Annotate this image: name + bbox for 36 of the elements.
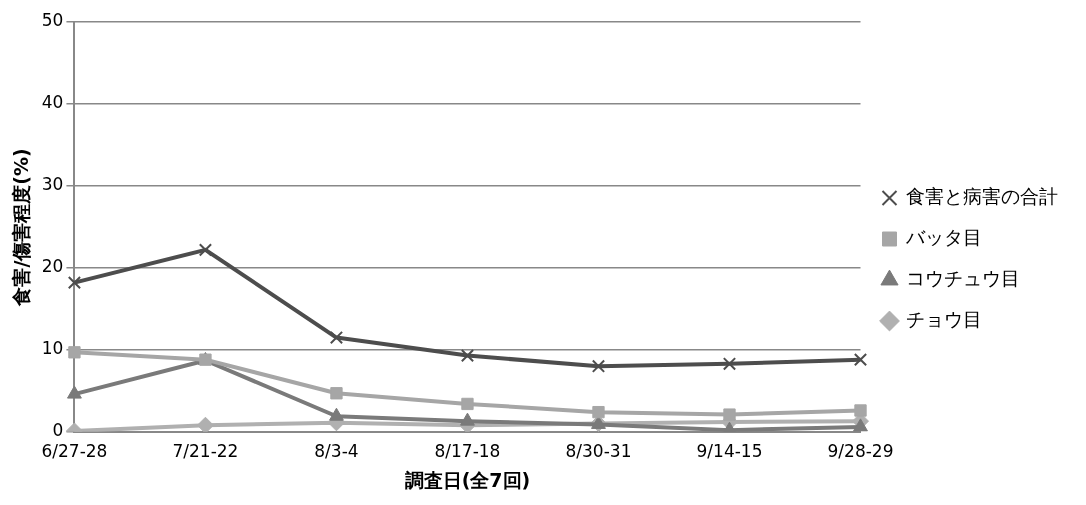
point	[330, 387, 343, 400]
x-axis-title: 調査日(全7回)	[404, 468, 531, 491]
point	[723, 408, 736, 421]
legend-label: 食害と病害の合計	[906, 184, 1058, 207]
point	[198, 243, 213, 257]
y-tick-label: 50	[41, 10, 64, 31]
point	[853, 418, 868, 432]
x-tick-label: 8/30-31	[565, 441, 632, 462]
x-tick-label: 8/3-4	[314, 441, 359, 462]
legend-label: チョウ目	[906, 307, 982, 330]
legend-label: コウチュウ目	[906, 266, 1020, 289]
y-tick-label: 0	[52, 420, 64, 441]
point	[592, 405, 605, 419]
point	[461, 397, 474, 411]
point	[460, 348, 475, 363]
x-tick-label: 7/21-22	[172, 441, 239, 462]
x-tick-label: 6/27-28	[41, 441, 108, 462]
y-axis-title: 食害/傷害程度(%)	[10, 148, 33, 307]
point	[591, 359, 606, 373]
point	[67, 385, 82, 399]
point	[329, 330, 344, 345]
point	[329, 407, 344, 421]
y-tick-label: 30	[41, 174, 64, 195]
legend-label: バッタ目	[905, 225, 982, 248]
y-tick-label: 10	[41, 338, 64, 359]
point	[67, 275, 82, 290]
point	[460, 412, 475, 426]
x-tick-label: 9/14-15	[696, 441, 763, 462]
point	[196, 416, 214, 432]
point	[854, 404, 867, 417]
point	[853, 353, 868, 367]
y-tick-label: 40	[41, 92, 64, 113]
x-tick-label: 9/28-29	[827, 441, 894, 462]
point	[722, 357, 737, 371]
y-tick-label: 20	[41, 256, 64, 277]
x-tick-label: 8/17-18	[434, 441, 501, 462]
